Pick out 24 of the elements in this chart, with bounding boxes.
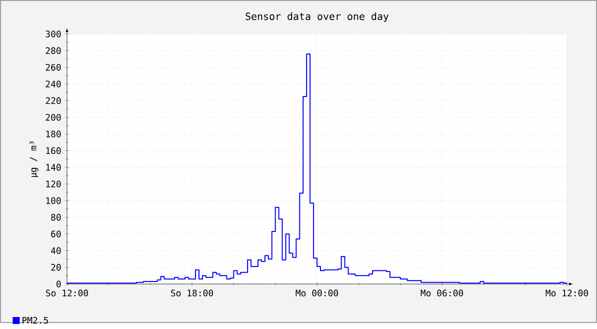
y-tick-label: 240 <box>46 80 61 88</box>
y-tick-label: 140 <box>46 164 61 171</box>
y-tick-label: 40 <box>51 247 61 254</box>
x-tick-label: Mo 12:00 <box>546 290 588 296</box>
y-axis-title: µg / m³ <box>30 141 38 177</box>
legend-label: PM2.5 <box>22 316 48 324</box>
y-tick-label: 160 <box>46 147 61 154</box>
y-tick-label: 60 <box>51 230 61 238</box>
x-tick-label: Mo 06:00 <box>420 290 463 296</box>
y-tick-label: 280 <box>46 47 61 54</box>
y-tick-label: 80 <box>51 214 61 221</box>
chart-title: Sensor data over one day <box>246 12 389 22</box>
y-tick-label: 300 <box>46 30 61 38</box>
y-tick-label: 20 <box>51 264 61 271</box>
y-tick-label: 180 <box>46 130 61 138</box>
y-tick-label: 100 <box>46 197 61 204</box>
x-tick-label: So 18:00 <box>171 290 214 296</box>
x-tick-label: So 12:00 <box>46 290 88 296</box>
y-tick-label: 260 <box>46 64 61 71</box>
y-tick-label: 200 <box>46 114 61 121</box>
y-tick-label: 0 <box>56 280 61 288</box>
y-tick-label: 120 <box>46 180 61 188</box>
x-tick-label: Mo 00:00 <box>296 290 338 296</box>
y-tick-label: 220 <box>46 97 61 104</box>
